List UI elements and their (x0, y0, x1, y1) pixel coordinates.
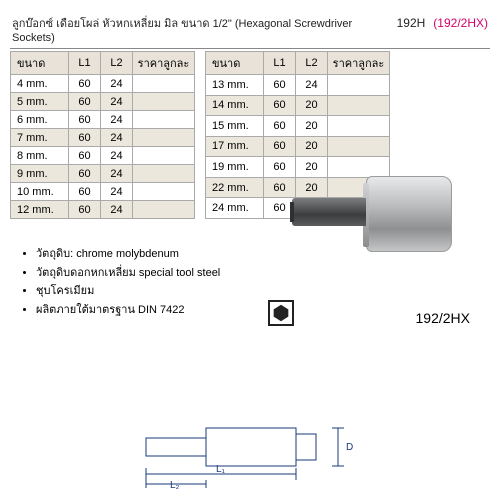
cell-price (328, 116, 390, 137)
hex-bit (292, 198, 366, 226)
col-l2: L2 (101, 52, 133, 75)
col-l2: L2 (296, 52, 328, 75)
table-row: 15 mm.6020 (206, 116, 390, 137)
cell-price (133, 201, 195, 219)
socket-illustration (292, 168, 452, 260)
cell-size: 5 mm. (11, 93, 69, 111)
cell-price (133, 75, 195, 93)
table-row: 17 mm.6020 (206, 136, 390, 157)
bullet-item: วัตถุดิบดอกหกเหลี่ยม special tool steel (36, 264, 490, 283)
cell-l2: 24 (101, 183, 133, 201)
cell-size: 6 mm. (11, 111, 69, 129)
cell-price (133, 93, 195, 111)
label-l2: L₂ (170, 480, 180, 490)
table-row: 13 mm.6024 (206, 75, 390, 96)
cell-l1: 60 (264, 116, 296, 137)
product-title: ลูกบ๊อกซ์ เดือยโผล่ หัวหกเหลี่ยม มิล ขนา… (12, 14, 389, 44)
cell-size: 8 mm. (11, 147, 69, 165)
table-row: 5 mm.6024 (11, 93, 195, 111)
cell-l2: 24 (101, 129, 133, 147)
cell-price (328, 75, 390, 96)
model-code: 192/2HX (416, 310, 470, 326)
product-figure (262, 168, 482, 260)
product-code: 192H (397, 16, 426, 30)
cell-size: 4 mm. (11, 75, 69, 93)
cell-price (133, 165, 195, 183)
cell-l1: 60 (69, 129, 101, 147)
cell-l1: 60 (69, 111, 101, 129)
cell-l1: 60 (69, 165, 101, 183)
bullet-item: ชุบโครเมียม (36, 282, 490, 301)
col-price: ราคาลูกละ (328, 52, 390, 75)
table-row: 10 mm.6024 (11, 183, 195, 201)
cell-size: 19 mm. (206, 157, 264, 178)
cell-l1: 60 (69, 201, 101, 219)
cell-l2: 24 (101, 93, 133, 111)
cell-l2: 20 (296, 116, 328, 137)
header: ลูกบ๊อกซ์ เดือยโผล่ หัวหกเหลี่ยม มิล ขนา… (10, 10, 490, 49)
cell-l2: 24 (101, 165, 133, 183)
table-row: 6 mm.6024 (11, 111, 195, 129)
dimension-diagram: L₁ L₂ D (138, 420, 368, 490)
col-l1: L1 (264, 52, 296, 75)
cell-l1: 60 (69, 183, 101, 201)
cell-l2: 20 (296, 95, 328, 116)
table-row: 8 mm.6024 (11, 147, 195, 165)
cell-size: 10 mm. (11, 183, 69, 201)
cell-price (133, 111, 195, 129)
col-size: ขนาด (206, 52, 264, 75)
cell-l1: 60 (264, 136, 296, 157)
cell-size: 14 mm. (206, 95, 264, 116)
cell-l1: 60 (69, 147, 101, 165)
cell-size: 17 mm. (206, 136, 264, 157)
label-d: D (346, 442, 353, 453)
cell-price (328, 95, 390, 116)
table-row: 9 mm.6024 (11, 165, 195, 183)
table-row: 7 mm.6024 (11, 129, 195, 147)
cell-size: 24 mm. (206, 198, 264, 219)
cell-size: 15 mm. (206, 116, 264, 137)
cell-price (133, 129, 195, 147)
cell-l2: 24 (101, 147, 133, 165)
cell-size: 13 mm. (206, 75, 264, 96)
label-l1: L₁ (216, 464, 226, 475)
col-price: ราคาลูกละ (133, 52, 195, 75)
cell-l2: 24 (296, 75, 328, 96)
cell-l1: 60 (264, 75, 296, 96)
cell-l1: 60 (264, 95, 296, 116)
col-size: ขนาด (11, 52, 69, 75)
table-row: 14 mm.6020 (206, 95, 390, 116)
cell-size: 12 mm. (11, 201, 69, 219)
table-row: 4 mm.6024 (11, 75, 195, 93)
cell-l2: 20 (296, 136, 328, 157)
spec-table-left: ขนาด L1 L2 ราคาลูกละ 4 mm.60245 mm.60246… (10, 51, 195, 219)
cell-l1: 60 (69, 93, 101, 111)
socket-body (366, 176, 452, 252)
table-row: 12 mm.6024 (11, 201, 195, 219)
cell-l2: 24 (101, 111, 133, 129)
cell-l2: 24 (101, 201, 133, 219)
col-l1: L1 (69, 52, 101, 75)
cell-l2: 24 (101, 75, 133, 93)
cell-price (133, 183, 195, 201)
cell-l1: 60 (69, 75, 101, 93)
cell-price (328, 136, 390, 157)
cell-price (133, 147, 195, 165)
cell-size: 9 mm. (11, 165, 69, 183)
hexagon-icon (268, 300, 294, 326)
cell-size: 7 mm. (11, 129, 69, 147)
cell-size: 22 mm. (206, 177, 264, 198)
product-code-alt: (192/2HX) (433, 16, 488, 30)
